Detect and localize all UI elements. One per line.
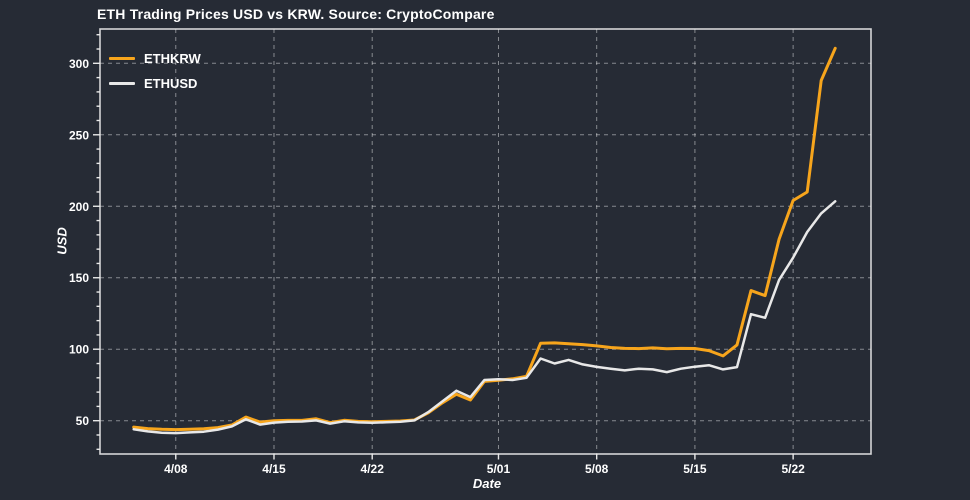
y-axis-title: USD — [54, 227, 70, 255]
tick-labels: 50 100 150 200 250 300 4/08 4/15 4/22 5/01 5/08 5/1… — [69, 57, 805, 476]
y-tick-label: 50 — [76, 414, 90, 428]
legend-label-ethusd: ETHUSD — [144, 76, 198, 91]
y-tick-label: 100 — [69, 343, 89, 357]
y-tick-label: 150 — [69, 271, 89, 285]
y-tick-label: 300 — [69, 57, 89, 71]
axis-ticks — [93, 34, 794, 460]
x-tick-label: 4/15 — [262, 462, 286, 476]
chart-title: ETH Trading Prices USD vs KRW. Source: C… — [97, 6, 495, 22]
series-line-ethkrw[interactable] — [132, 46, 837, 432]
plot-frame — [99, 28, 872, 455]
y-tick-label: 250 — [69, 128, 89, 142]
legend: ETHKRW ETHUSD — [109, 46, 201, 96]
x-tick-label: 5/22 — [781, 462, 805, 476]
x-tick-label: 4/22 — [361, 462, 385, 476]
ethkrw-line-swatch — [109, 57, 135, 60]
x-tick-label: 5/01 — [487, 462, 511, 476]
legend-item-ethkrw[interactable]: ETHKRW — [109, 46, 201, 71]
series-line-ethusd[interactable] — [132, 200, 837, 435]
ethusd-line-swatch — [109, 82, 135, 85]
legend-item-ethusd[interactable]: ETHUSD — [109, 71, 201, 96]
x-tick-label: 5/15 — [683, 462, 707, 476]
y-tick-label: 200 — [69, 200, 89, 214]
gridlines — [100, 29, 871, 454]
x-axis-title: Date — [472, 476, 502, 491]
x-tick-label: 5/08 — [585, 462, 609, 476]
legend-label-ethkrw: ETHKRW — [144, 51, 201, 66]
x-tick-label: 4/08 — [164, 462, 188, 476]
